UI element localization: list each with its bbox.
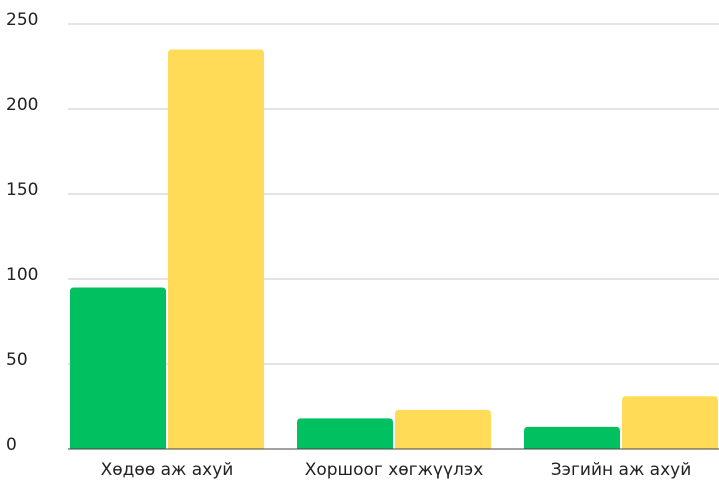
y-tick-label: 250 — [6, 10, 38, 30]
x-tick-label: Хоршоог хөгжүүлэх — [305, 460, 484, 480]
bar — [524, 426, 620, 449]
bar — [70, 287, 166, 449]
bar — [297, 418, 393, 449]
bar — [395, 409, 491, 449]
y-tick-label: 100 — [6, 265, 38, 285]
x-tick-label: Хөдөө аж ахуй — [101, 460, 234, 480]
bar — [168, 49, 264, 449]
y-tick-label: 50 — [6, 350, 28, 370]
y-tick-label: 150 — [6, 180, 38, 200]
y-tick-label: 0 — [6, 435, 17, 455]
bar — [622, 396, 718, 449]
y-tick-label: 200 — [6, 95, 38, 115]
x-tick-label: Зэгийн аж ахуй — [551, 460, 692, 480]
